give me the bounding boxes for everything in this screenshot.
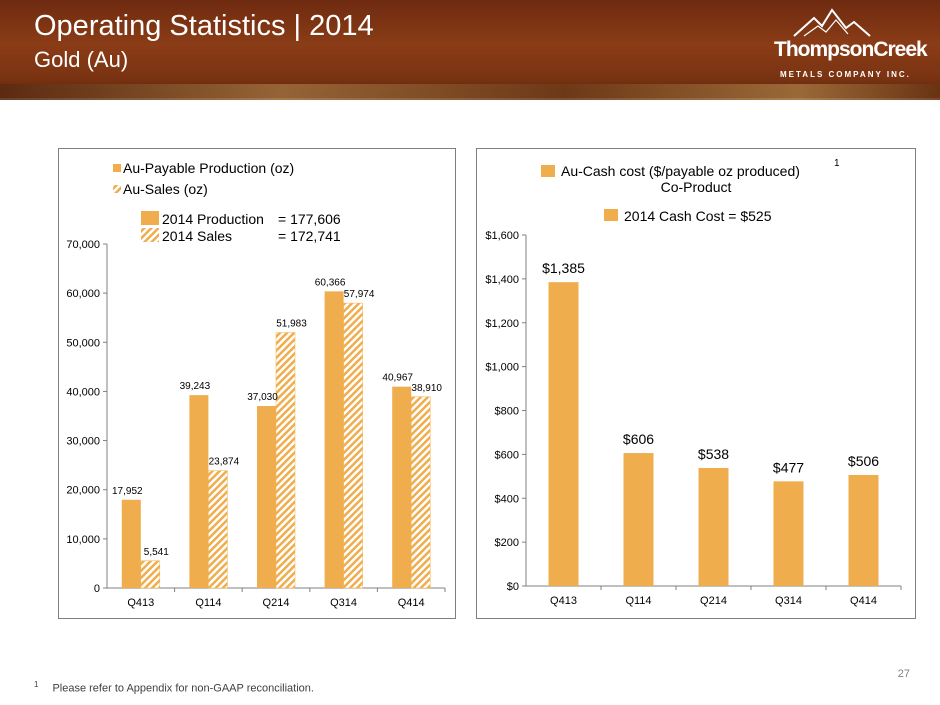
- logo-name: ThompsonCreek: [774, 38, 928, 61]
- cash-cost-bar: [623, 453, 654, 586]
- production-sales-chart: Au-Payable Production (oz) Au-Sales (oz)…: [66, 160, 446, 609]
- footnote: 1 Please refer to Appendix for non-GAAP r…: [34, 680, 314, 695]
- legend-swatch-production: [113, 164, 121, 172]
- production-data-label: 40,967: [382, 373, 413, 384]
- company-logo: ThompsonCreek METALS COMPANY INC.: [774, 6, 928, 86]
- chart1-axes: 0 10,000 20,000 30,000 40,000 50,000 60,000 70,…: [66, 239, 446, 609]
- page-title: Operating Statistics | 2014: [34, 10, 374, 42]
- x-tick-label: Q214: [700, 595, 727, 607]
- y-tick-label: $1,200: [485, 318, 519, 330]
- page-subtitle: Gold (Au): [34, 47, 129, 72]
- y-tick-label: $200: [495, 537, 519, 549]
- legend-label-sales: Au-Sales (oz): [123, 181, 208, 197]
- annotation-swatch-production: [141, 211, 159, 225]
- annotation-production-label: 2014 Production: [162, 211, 264, 227]
- x-tick-label: Q414: [398, 597, 425, 609]
- annotation-sales-label: 2014 Sales: [162, 228, 232, 244]
- y-tick-label: $1,000: [485, 362, 519, 374]
- legend-co-product: Co-Product: [661, 179, 732, 195]
- legend-swatch-sales: [113, 185, 121, 193]
- x-tick-label: Q413: [127, 597, 154, 609]
- sales-bar: [140, 560, 161, 589]
- y-tick-label: 20,000: [66, 485, 100, 497]
- sales-bar: [208, 470, 228, 589]
- production-bar: [189, 395, 209, 588]
- chart1-legend: Au-Payable Production (oz) Au-Sales (oz): [113, 160, 294, 197]
- legend-superscript: 1: [834, 158, 840, 169]
- cash-cost-bar: [848, 474, 879, 586]
- legend-label-cash-cost: Au-Cash cost ($/payable oz produced): [561, 163, 800, 179]
- sales-data-label: 51,983: [276, 319, 307, 330]
- y-tick-label: 70,000: [66, 239, 100, 251]
- annotation-swatch-cash-cost: [604, 209, 618, 221]
- y-tick-label: $600: [495, 449, 519, 461]
- header-banner: [0, 0, 940, 98]
- sales-bar: [275, 332, 296, 589]
- chart2-data-labels: $1,385 $606 $538 $477 $506: [542, 260, 879, 475]
- sales-data-label: 57,974: [344, 289, 375, 300]
- production-sales-chart-panel: Au-Payable Production (oz) Au-Sales (oz)…: [58, 148, 456, 619]
- annotation-cash-cost: 2014 Cash Cost = $525: [624, 208, 772, 224]
- production-data-label: 17,952: [112, 486, 143, 497]
- x-tick-label: Q413: [550, 595, 577, 607]
- y-tick-label: 60,000: [66, 288, 100, 300]
- x-tick-label: Q314: [330, 597, 357, 609]
- logo-subtitle: METALS COMPANY INC.: [780, 70, 911, 79]
- y-tick-label: 30,000: [66, 436, 100, 448]
- sales-bar: [343, 302, 363, 589]
- annotation-production-value: = 177,606: [278, 211, 341, 227]
- sales-data-label: 38,910: [411, 383, 442, 394]
- cash-cost-data-label: $477: [773, 459, 804, 475]
- y-tick-label: $800: [495, 406, 519, 418]
- y-tick-label: $400: [495, 493, 519, 505]
- y-tick-label: $1,600: [485, 230, 519, 242]
- annotation-swatch-sales: [141, 228, 159, 242]
- footnote-text: Please refer to Appendix for non-GAAP re…: [52, 682, 314, 695]
- cash-cost-chart: Au-Cash cost ($/payable oz produced) 1 C…: [485, 158, 902, 607]
- production-bar: [121, 499, 141, 588]
- header-band: [0, 84, 940, 100]
- y-tick-label: 10,000: [66, 534, 100, 546]
- x-tick-label: Q114: [625, 595, 651, 607]
- sales-bar: [410, 396, 431, 589]
- page-number: 27: [897, 668, 910, 680]
- chart2-axes: $0 $200 $400 $600 $800 $1,000 $1,200 $1,400 $1,6…: [485, 230, 902, 607]
- chart1-bars: [121, 291, 431, 589]
- y-tick-label: $0: [507, 581, 519, 593]
- chart2-legend: Au-Cash cost ($/payable oz produced) 1 C…: [541, 158, 840, 224]
- chart1-annotation-box: 2014 Production = 177,606 2014 Sales = 1…: [141, 211, 341, 244]
- cash-cost-data-label: $606: [623, 431, 654, 447]
- mountain-logo-icon: [793, 8, 871, 37]
- y-tick-label: 40,000: [66, 386, 100, 398]
- cash-cost-data-label: $538: [698, 446, 729, 462]
- y-tick-label: 50,000: [66, 337, 100, 349]
- legend-swatch-cash-cost: [541, 165, 555, 177]
- legend-label-production: Au-Payable Production (oz): [123, 160, 294, 176]
- cash-cost-bar: [773, 481, 804, 586]
- production-data-label: 39,243: [180, 381, 211, 392]
- x-tick-label: Q414: [850, 595, 877, 607]
- cash-cost-chart-panel: Au-Cash cost ($/payable oz produced) 1 C…: [476, 148, 916, 619]
- cash-cost-data-label: $1,385: [542, 260, 585, 276]
- production-data-label: 60,366: [315, 277, 346, 288]
- footnote-mark: 1: [34, 680, 39, 689]
- production-bar: [257, 406, 276, 588]
- cash-cost-bar: [698, 467, 729, 586]
- cash-cost-data-label: $506: [848, 453, 879, 469]
- production-data-label: 37,030: [247, 392, 278, 403]
- x-tick-label: Q314: [775, 595, 802, 607]
- chart2-bars: [548, 282, 879, 586]
- y-tick-label: 0: [94, 583, 100, 595]
- annotation-sales-value: = 172,741: [278, 228, 341, 244]
- production-bar: [392, 386, 412, 588]
- production-bar: [324, 291, 344, 588]
- x-tick-label: Q114: [195, 597, 221, 609]
- sales-data-label: 5,541: [144, 547, 169, 558]
- y-tick-label: $1,400: [485, 274, 519, 286]
- sales-data-label: 23,874: [209, 457, 240, 468]
- cash-cost-bar: [548, 282, 579, 586]
- chart1-data-labels: 17,952 5,541 39,243 23,874 37,030 51,983 60,36…: [112, 277, 442, 557]
- x-tick-label: Q214: [263, 597, 290, 609]
